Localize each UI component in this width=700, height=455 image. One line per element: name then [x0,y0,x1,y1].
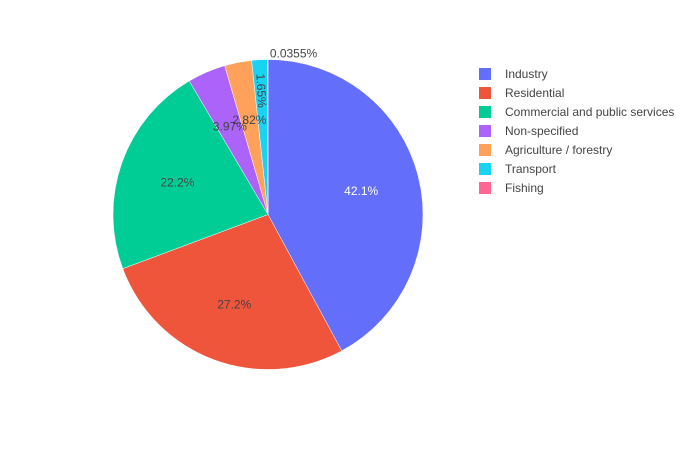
legend-swatch [479,68,491,80]
legend-item-transport[interactable]: Transport [479,162,557,176]
legend-item-non-specified[interactable]: Non-specified [479,124,578,138]
legend-swatch [479,125,491,137]
legend-label: Transport [505,162,557,176]
legend-item-residential[interactable]: Residential [479,86,564,100]
slice-label-agriculture-forestry: 2.82% [232,113,266,127]
legend-item-industry[interactable]: Industry [479,67,548,81]
legend-swatch [479,106,491,118]
slice-label-transport: 1.65% [253,73,269,108]
legend-label: Commercial and public services [505,105,674,119]
slice-label-fishing: 0.0355% [270,47,318,61]
slice-label-industry: 42.1% [344,184,378,198]
slice-label-commercial-and-public-services: 22.2% [160,175,194,189]
legend-swatch [479,87,491,99]
legend-item-agriculture-forestry[interactable]: Agriculture / forestry [479,143,612,157]
legend-item-fishing[interactable]: Fishing [479,181,544,195]
slice-label-residential: 27.2% [217,297,251,311]
legend-label: Residential [505,86,564,100]
legend-item-commercial-and-public-services[interactable]: Commercial and public services [479,105,674,119]
legend-label: Agriculture / forestry [505,143,612,157]
legend-label: Industry [505,67,548,81]
legend-swatch [479,144,491,156]
legend-label: Non-specified [505,124,578,138]
legend-label: Fishing [505,181,544,195]
legend[interactable]: Industry Residential Commercial and public… [479,67,674,195]
legend-swatch [479,182,491,194]
legend-swatch [479,163,491,175]
